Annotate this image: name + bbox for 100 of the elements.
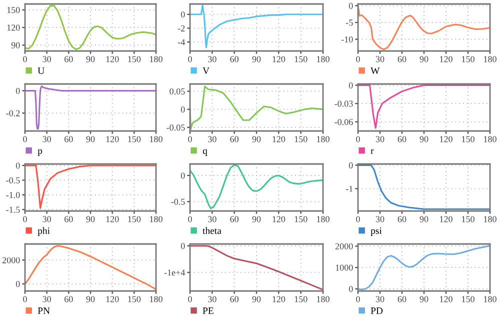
y-tick-label: 0.05 (170, 88, 185, 94)
x-tick-label: 180 (317, 296, 330, 302)
x-tick-label: 180 (317, 56, 330, 62)
x-tick-label: 0 (356, 136, 360, 142)
y-tick-label: 0 (180, 106, 185, 113)
line-series (358, 4, 490, 50)
x-tick-label: 0 (188, 56, 192, 62)
x-tick-label: 180 (484, 216, 496, 222)
legend-label: PN (38, 308, 50, 314)
x-tick-label: 60 (230, 216, 239, 222)
x-tick-label: 30 (376, 296, 384, 302)
y-tick-label: 0 (348, 2, 353, 9)
x-tick-label: 0 (188, 136, 192, 142)
x-tick-label: 0 (23, 216, 27, 222)
y-tick-label: 0 (16, 280, 20, 288)
x-tick-label: 30 (42, 216, 52, 222)
x-tick-label: 150 (128, 56, 141, 62)
x-tick-label: 60 (398, 296, 406, 302)
x-tick-label: 90 (86, 136, 95, 142)
y-tick-label: -1.5 (6, 206, 20, 213)
x-tick-label: 120 (106, 296, 119, 302)
x-tick-label: 30 (208, 136, 216, 142)
y-tick-label: 120 (7, 24, 20, 31)
x-tick-label: 0 (188, 216, 192, 222)
y-tick-label: -5 (346, 20, 353, 26)
x-tick-label: 180 (317, 136, 330, 142)
x-tick-label: 30 (376, 56, 384, 62)
line-series (358, 84, 490, 129)
y-tick-label: -0.5 (171, 198, 185, 205)
y-tick-label: -0.06 (334, 118, 353, 126)
x-tick-label: 90 (252, 56, 261, 62)
x-tick-label: 150 (128, 216, 141, 222)
y-tick-label: -0.5 (6, 177, 20, 184)
y-tick-label: -4 (178, 39, 185, 46)
legend-label: U (38, 68, 44, 74)
legend-label: theta (202, 227, 222, 234)
x-tick-label: 30 (376, 216, 384, 222)
x-tick-label: 60 (64, 216, 73, 222)
x-tick-label: 120 (272, 56, 286, 62)
line-series (25, 245, 156, 290)
x-tick-label: 90 (252, 216, 261, 222)
y-tick-label: 2000 (2, 257, 20, 264)
x-tick-label: 150 (128, 296, 141, 302)
line-series (358, 164, 490, 210)
x-tick-label: 120 (272, 136, 286, 142)
x-tick-label: 120 (440, 56, 452, 62)
y-tick-label: 0 (16, 162, 20, 169)
line-series (190, 245, 323, 290)
x-tick-label: 180 (484, 56, 496, 62)
x-tick-label: 150 (462, 56, 474, 62)
x-tick-label: 60 (230, 56, 239, 62)
x-tick-label: 120 (106, 216, 119, 222)
y-tick-label: 0 (180, 242, 185, 250)
x-tick-label: 150 (294, 216, 308, 222)
x-tick-label: 0 (356, 216, 360, 222)
x-tick-label: 30 (376, 136, 384, 142)
x-tick-label: 120 (272, 296, 286, 302)
x-tick-label: 150 (128, 136, 141, 142)
line-series (358, 244, 490, 290)
x-tick-label: 180 (484, 296, 496, 302)
x-tick-label: 0 (23, 56, 27, 62)
x-tick-label: 180 (317, 216, 330, 222)
y-tick-label: 1000 (336, 264, 353, 271)
legend-label: phi (38, 227, 50, 236)
x-tick-label: 150 (294, 136, 308, 142)
x-tick-label: 60 (230, 296, 239, 302)
x-tick-label: 120 (440, 136, 452, 142)
y-tick-label: -1 (346, 186, 353, 192)
x-tick-label: 60 (230, 136, 239, 142)
x-tick-label: 120 (440, 296, 452, 302)
x-tick-label: 90 (252, 296, 261, 302)
y-tick-label: 0 (348, 286, 353, 292)
line-series (25, 85, 156, 130)
x-tick-label: 90 (252, 136, 261, 142)
x-tick-label: 0 (23, 296, 27, 302)
x-tick-label: 180 (150, 56, 162, 62)
x-tick-label: 120 (272, 216, 286, 222)
x-tick-label: 60 (398, 56, 406, 62)
x-tick-label: 150 (294, 296, 308, 302)
x-tick-label: 90 (420, 56, 428, 62)
y-tick-label: 0 (348, 162, 353, 168)
line-series (25, 5, 156, 50)
x-tick-label: 150 (462, 216, 474, 222)
x-tick-label: 90 (86, 216, 95, 222)
x-tick-label: 60 (64, 136, 73, 142)
x-tick-label: 90 (420, 296, 428, 302)
line-series (190, 4, 323, 48)
x-tick-label: 180 (150, 216, 162, 222)
x-tick-label: 120 (440, 216, 452, 222)
x-tick-label: 120 (106, 136, 119, 142)
x-tick-label: 30 (42, 56, 52, 62)
line-series (190, 164, 323, 210)
y-tick-label: 0 (180, 172, 185, 179)
x-tick-label: 180 (484, 136, 496, 142)
y-tick-label: 150 (7, 7, 20, 14)
x-tick-label: 90 (86, 296, 95, 302)
x-tick-label: 30 (208, 296, 216, 302)
x-tick-label: 0 (23, 136, 27, 142)
x-tick-label: 90 (86, 56, 95, 62)
y-tick-label: -10 (341, 36, 353, 42)
